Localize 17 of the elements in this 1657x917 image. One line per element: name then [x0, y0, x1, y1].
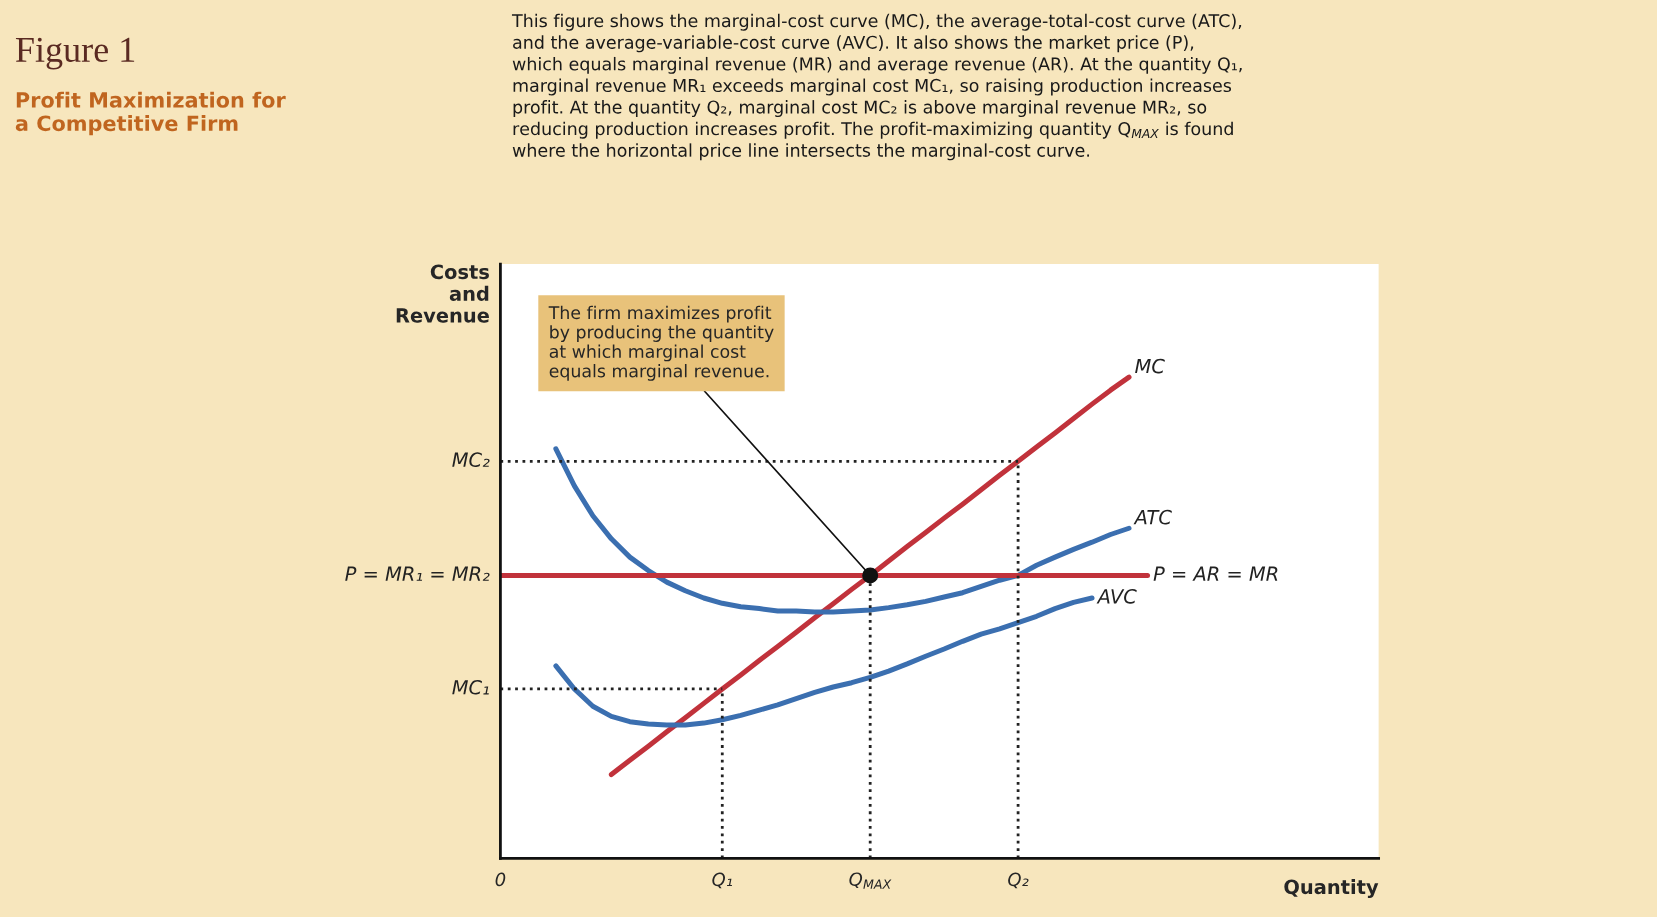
- series-label: P = AR = MR: [1153, 566, 1278, 581]
- series-label: P = MR₁ = MR₂: [345, 566, 490, 581]
- annotation: The firm maximizes profit by producing the quantity at which marginal cost equals marginal revenue.: [548, 305, 774, 381]
- series-label: AVC: [1096, 588, 1137, 604]
- text: Figure 1: [15, 37, 135, 70]
- series-label: MC₁: [452, 679, 489, 695]
- text: Profit Maximization for a Competitive Firm: [15, 91, 286, 136]
- x-tick-label: 0: [495, 872, 506, 887]
- series-label: MC: [1135, 358, 1165, 374]
- x-tick-label: Q₁: [712, 872, 733, 889]
- x-tick-label: Q₂: [1008, 872, 1029, 889]
- x-axis-title: Quantity: [1284, 879, 1379, 899]
- series-label: MC₂: [452, 452, 490, 468]
- series-label: ATC: [1133, 509, 1172, 525]
- y-axis-title: Costs and Revenue: [396, 264, 489, 323]
- text: This figure shows the marginal-cost curve (MC), the average-total-cost curve (ATC), and the average-variable-cost curve (AVC). It also shows the market price (P), which equals marginal revenue (MR) and average revenue (AR). At the quantity Q₁, marginal revenue MR₁ exceeds marginal cost MC₁, so raising production increases profit. At the quantity Q₂, marginal cost MC₂ is above marginal revenue MR₂, so reducing production increases profit. The profit-maximizing quantity Q$_{MAX}$ is found where the horizontal price line intersects the marginal-cost curve.: [511, 13, 1242, 161]
- x-tick-label: Q$_{MAX}$: [849, 872, 892, 889]
